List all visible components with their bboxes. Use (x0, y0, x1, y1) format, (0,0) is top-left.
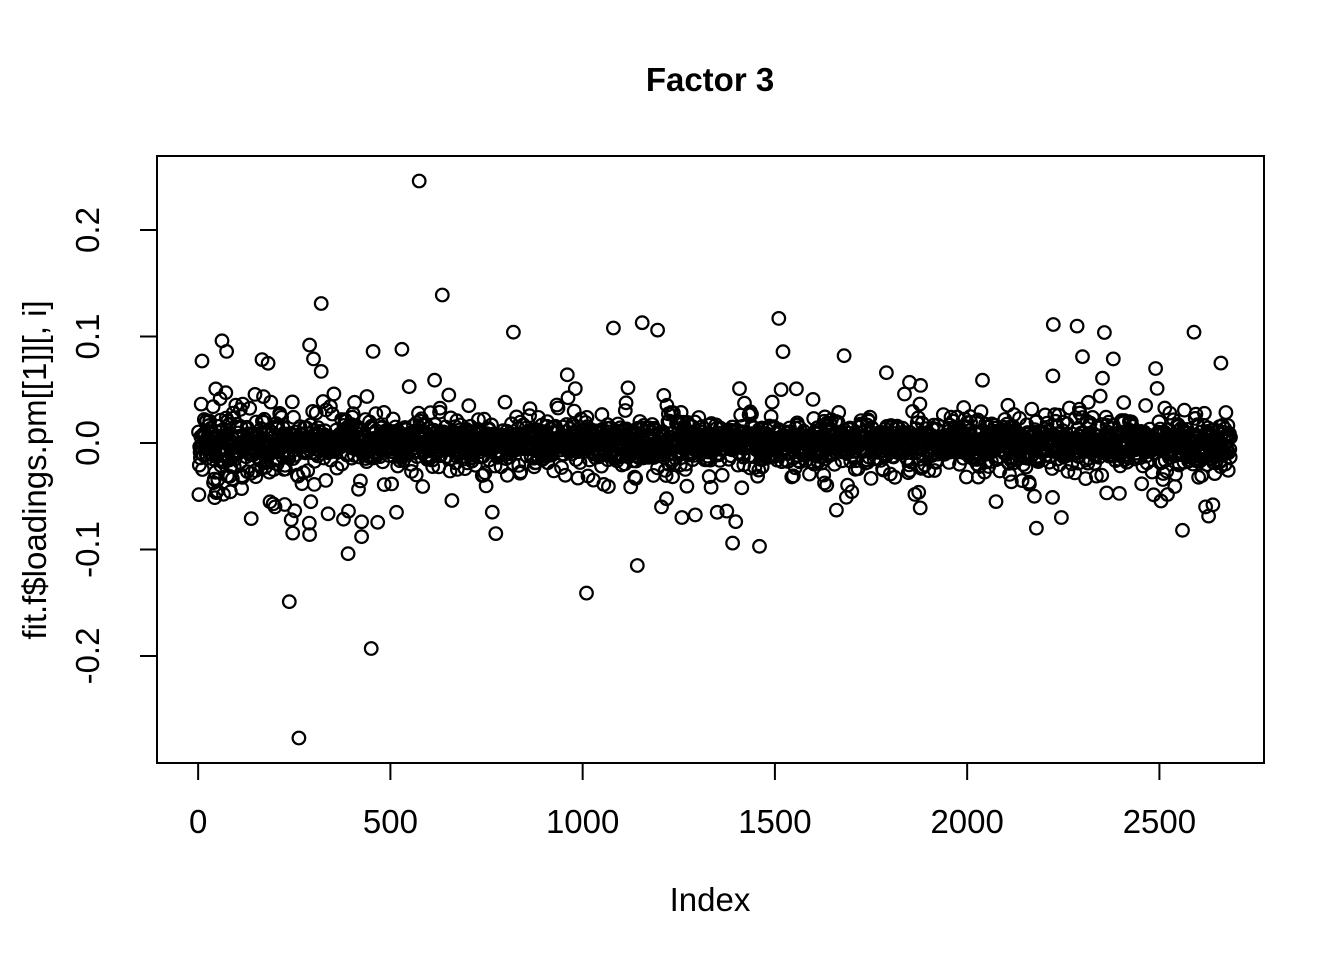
x-axis-ticks: 0 500 1000 1500 2000 2500 (189, 763, 1196, 840)
scatter-points-outliers (194, 173, 1221, 746)
x-tick-label: 2000 (930, 803, 1003, 840)
x-tick-label: 1000 (546, 803, 619, 840)
x-tick-label: 1500 (738, 803, 811, 840)
y-tick-label: -0.1 (69, 521, 106, 578)
y-axis-ticks: 0.2 0.1 0.0 -0.1 -0.2 (69, 207, 157, 684)
outlier-points-path (194, 173, 1221, 746)
y-axis-label: fit.f$loadings.pm[[1]][, i] (16, 300, 53, 639)
y-tick-label: 0.0 (69, 420, 106, 466)
scatter-points-band (191, 317, 1238, 573)
data-points-path (191, 317, 1238, 573)
y-tick-label: -0.2 (69, 628, 106, 685)
x-axis-label: Index (670, 881, 751, 918)
y-tick-label: 0.2 (69, 207, 106, 253)
x-tick-label: 2500 (1123, 803, 1196, 840)
x-tick-label: 0 (189, 803, 207, 840)
y-tick-label: 0.1 (69, 314, 106, 360)
plot-box (156, 155, 1265, 764)
plot-title: Factor 3 (646, 61, 774, 98)
x-tick-label: 500 (363, 803, 418, 840)
